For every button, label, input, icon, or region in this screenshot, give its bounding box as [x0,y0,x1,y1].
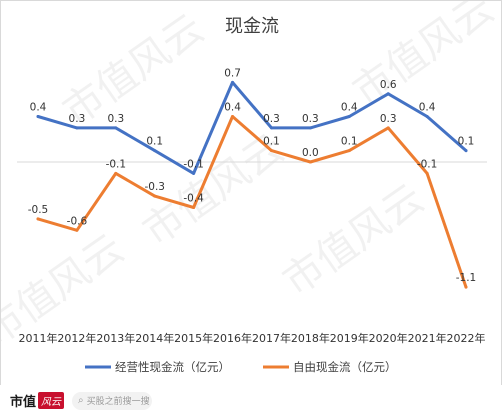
data-point [231,115,235,118]
data-point [464,149,468,153]
x-tick-label: 2013年 [96,331,135,345]
data-label: 0.6 [380,79,397,91]
data-point [425,115,429,118]
data-point [192,206,196,209]
data-label: 0.1 [146,136,163,148]
search-icon: ⌕ [78,395,84,406]
data-label: 0.3 [263,113,280,125]
series-line-2 [36,115,468,289]
data-point [464,285,468,289]
data-label: -0.5 [28,204,49,216]
x-tick-label: 2018年 [291,331,330,345]
watermark-text: 市值风云 [345,1,502,115]
x-tick-label: 2021年 [408,331,447,345]
data-label: 0.4 [224,102,241,114]
data-point [153,149,157,153]
series-line-1 [36,80,468,175]
data-label: -1.1 [456,272,477,284]
search-box[interactable]: ⌕ 买股之前搜一搜 [72,391,153,410]
legend: 经营性现金流（亿元） 自由现金流（亿元） [85,360,397,374]
data-point [347,149,351,153]
data-point [231,80,235,84]
data-point [75,126,79,130]
x-tick-label: 2011年 [19,331,58,345]
data-point [114,171,118,175]
data-point [269,149,273,153]
data-point [114,126,118,130]
data-point [36,115,40,118]
data-label: 0.4 [419,102,436,114]
brand-logo-badge: 风云 [38,392,65,409]
x-tick-label: 2014年 [135,331,174,345]
x-tick-label: 2012年 [57,331,96,345]
chart-title: 现金流 [225,16,279,37]
data-point [269,126,273,130]
data-point [386,92,390,96]
data-point [36,217,40,221]
x-tick-label: 2020年 [369,331,408,345]
x-tick-label: 2017年 [252,331,291,345]
search-placeholder: 买股之前搜一搜 [86,397,150,407]
data-label: 0.0 [302,147,319,159]
data-point [75,228,79,232]
data-label: -0.6 [67,215,88,227]
data-point [153,194,157,198]
x-tick-label: 2019年 [330,331,369,345]
data-label: 0.4 [30,102,47,114]
x-axis-labels: 2011年 2012年 2013年 2014年 2015年 2016年 2017年 2018年… [19,331,486,345]
data-point [425,171,429,175]
data-label: -0.1 [106,158,127,170]
data-point [308,160,312,164]
data-label: 0.7 [224,67,241,79]
data-point [347,115,351,118]
data-label: 0.4 [341,102,358,114]
data-label: -0.4 [183,193,204,205]
watermark-text: 市值风云 [275,176,432,305]
data-label: 0.1 [263,136,280,148]
brand-logo: 市值 [10,395,37,410]
x-tick-label: 2015年 [174,331,213,345]
data-point [308,126,312,130]
data-point [192,171,196,175]
x-tick-label: 2022年 [447,331,486,345]
series-layer: 0.4 0.3 0.3 0.1 -0.1 0.7 0.3 0.3 0.4 0.6 0.4 0.1 -0.… [28,67,477,289]
data-label: 0.3 [380,113,397,125]
footer-bar: 市值 风云 ⌕ 买股之前搜一搜 [0,385,502,416]
data-label: -0.1 [183,158,204,170]
legend-label-2: 自由现金流（亿元） [293,360,397,374]
data-label: 0.1 [341,136,358,148]
data-label: 0.1 [458,136,475,148]
chart-frame: 市值风云 市值风云 市值风云 市值风云 市值风云 现金流 0.4 0.3 0.3 0.1 -0.… [0,0,502,386]
data-label: -0.1 [417,158,438,170]
legend-label-1: 经营性现金流（亿元） [115,360,230,374]
x-tick-label: 2016年 [213,331,252,345]
data-label: 0.3 [69,113,86,125]
data-label: 0.3 [302,113,319,125]
data-label: -0.3 [144,181,165,193]
data-label: 0.3 [107,113,124,125]
data-point [386,126,390,130]
